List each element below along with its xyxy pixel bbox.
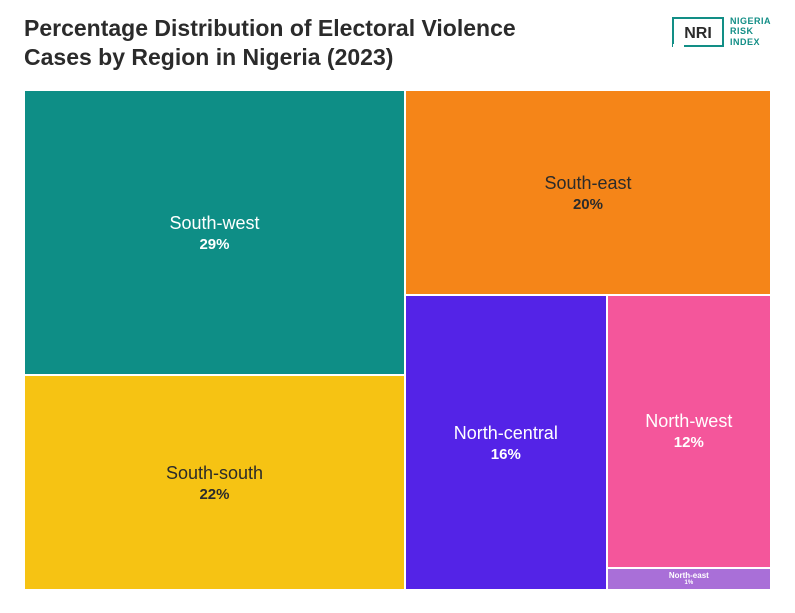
tile-label: North-central <box>454 423 558 444</box>
chart-title: Percentage Distribution of Electoral Vio… <box>24 14 584 72</box>
treemap-tile-north_central: North-central 16% <box>405 295 607 590</box>
tile-percentage: 1% <box>684 580 693 586</box>
tile-percentage: 20% <box>573 196 603 213</box>
logo-line2: RISK <box>730 26 771 36</box>
logo-text: NIGERIA RISK INDEX <box>730 16 771 47</box>
header: Percentage Distribution of Electoral Vio… <box>0 0 795 82</box>
treemap-tile-south_east: South-east 20% <box>405 90 771 295</box>
logo-mark-icon: NRI <box>672 17 724 47</box>
tile-percentage: 29% <box>199 236 229 253</box>
treemap-chart: South-west 29% South-south 22% South-east 20%… <box>24 90 771 590</box>
tile-percentage: 16% <box>491 446 521 463</box>
treemap-tile-north_east: North-east1% <box>607 568 771 591</box>
tile-label: South-south <box>166 463 263 484</box>
tile-label: South-east <box>544 173 631 194</box>
svg-text:NRI: NRI <box>684 25 712 42</box>
logo-line1: NIGERIA <box>730 16 771 26</box>
logo-line3: INDEX <box>730 37 771 47</box>
tile-label: North-east <box>669 571 709 580</box>
treemap-tile-south_west: South-west 29% <box>24 90 405 375</box>
tile-percentage: 22% <box>199 486 229 503</box>
brand-logo: NRI NIGERIA RISK INDEX <box>672 14 771 47</box>
tile-percentage: 12% <box>674 434 704 451</box>
tile-label: South-west <box>169 213 259 234</box>
tile-label: North-west <box>645 411 732 432</box>
treemap-tile-north_west: North-west 12% <box>607 295 771 568</box>
treemap-tile-south_south: South-south 22% <box>24 375 405 590</box>
